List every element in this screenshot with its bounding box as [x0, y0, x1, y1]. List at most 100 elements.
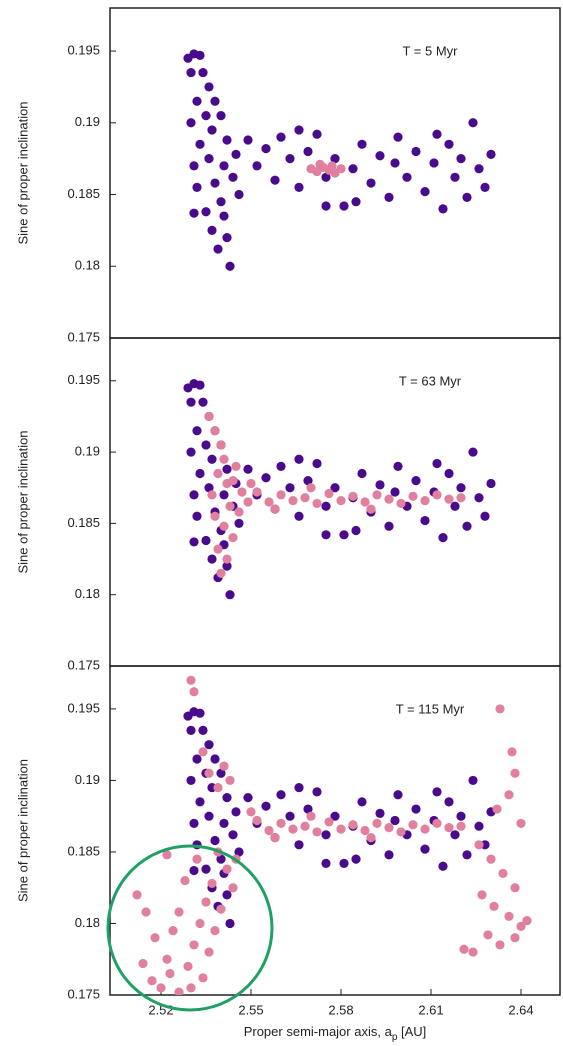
point [243, 464, 253, 474]
point [204, 82, 214, 92]
point [438, 861, 448, 871]
plots: 0.175 0.18 0.185 0.19 0.195 Sine of proper in… [15, 7, 561, 1043]
point [444, 823, 454, 833]
point [384, 521, 394, 531]
point [288, 824, 298, 834]
point [336, 824, 346, 834]
points [132, 675, 532, 995]
point [204, 483, 214, 493]
point [366, 833, 376, 843]
point [408, 820, 418, 830]
point [321, 501, 331, 511]
point [195, 380, 205, 390]
point [495, 704, 505, 714]
y-tick-label: 0.18 [75, 258, 100, 273]
point [483, 930, 493, 940]
point [189, 208, 199, 218]
y-tick-label: 0.195 [67, 700, 100, 715]
point [516, 818, 526, 828]
point [498, 868, 508, 879]
plot-frame [109, 337, 561, 667]
point [357, 797, 367, 807]
point [195, 468, 205, 479]
point [201, 535, 211, 546]
point [231, 149, 241, 159]
plot-frame [109, 665, 561, 996]
point [390, 158, 400, 168]
point [468, 947, 478, 957]
point [204, 768, 214, 778]
point [285, 811, 295, 821]
point [219, 454, 229, 464]
point [222, 890, 232, 900]
point [510, 768, 520, 778]
point [183, 961, 193, 971]
point [375, 151, 385, 161]
point [210, 426, 220, 436]
y-tick-label: 0.195 [67, 42, 100, 57]
annotation: T = 5 Myr [402, 43, 458, 58]
y-axis-label: Sine of proper inclination [15, 101, 30, 244]
point [219, 761, 229, 771]
y-axis-label: Sine of proper inclination [15, 430, 30, 573]
point [261, 144, 271, 154]
point [234, 189, 244, 200]
point [246, 807, 256, 817]
point [264, 825, 274, 836]
point [468, 447, 478, 457]
point [207, 225, 217, 235]
point [189, 687, 199, 697]
point [348, 491, 358, 501]
annotation: T = 63 Myr [399, 373, 462, 388]
point [186, 725, 196, 735]
point [474, 493, 484, 503]
point [234, 518, 244, 528]
point [270, 175, 280, 185]
point [228, 883, 238, 893]
point [432, 129, 442, 139]
point [222, 793, 232, 803]
point [216, 111, 226, 121]
point [450, 501, 460, 511]
point [234, 507, 244, 517]
point [189, 490, 199, 500]
point [225, 775, 235, 786]
point [432, 818, 442, 828]
point [276, 490, 286, 500]
point [186, 775, 196, 786]
point [201, 440, 211, 450]
point [348, 164, 358, 174]
point [210, 926, 220, 936]
point [189, 537, 199, 547]
point [351, 854, 361, 864]
point [204, 740, 214, 750]
point [312, 827, 322, 837]
point [210, 96, 220, 106]
point [213, 544, 223, 554]
point [213, 468, 223, 479]
point [462, 521, 472, 531]
point [180, 875, 190, 886]
point [444, 797, 454, 807]
point [330, 811, 340, 821]
point [195, 50, 205, 60]
point [450, 830, 460, 840]
point [252, 487, 262, 497]
point [474, 821, 484, 831]
point [192, 426, 202, 436]
point [444, 139, 454, 149]
point [456, 493, 466, 503]
point [324, 817, 334, 827]
point [402, 172, 412, 182]
point [222, 561, 232, 571]
highlight-circle [106, 844, 274, 1012]
point [390, 815, 400, 826]
y-tick-label: 0.18 [75, 915, 100, 930]
point [393, 132, 403, 142]
point [216, 768, 226, 778]
point [234, 847, 244, 857]
point [174, 987, 184, 995]
point [408, 491, 418, 501]
annotation: T = 115 Myr [396, 701, 465, 716]
